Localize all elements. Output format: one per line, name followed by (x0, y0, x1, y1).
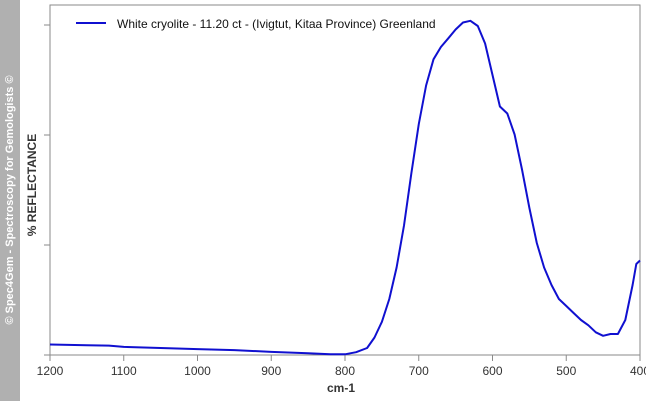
x-axis-ticks: 1200 1100 1000 900 800 700 600 500 400 (37, 355, 646, 378)
x-axis-title: cm-1 (327, 381, 355, 395)
x-tick-label: 900 (261, 364, 281, 378)
y-axis-title: % REFLECTANCE (25, 134, 39, 236)
chart-axes (44, 4, 641, 356)
x-tick-label: 500 (556, 364, 576, 378)
x-tick-label: 1000 (184, 364, 211, 378)
x-tick-label: 700 (409, 364, 429, 378)
series-line-cryolite (49, 19, 641, 356)
legend-label: White cryolite - 11.20 ct - (Ivigtut, Ki… (117, 17, 436, 31)
x-tick-label: 600 (482, 364, 502, 378)
x-tick-label: 1100 (111, 364, 137, 378)
plot-frame (49, 4, 641, 356)
x-tick-label: 1200 (37, 364, 64, 378)
legend: White cryolite - 11.20 ct - (Ivigtut, Ki… (76, 17, 436, 31)
watermark-band (0, 0, 20, 401)
x-tick-label: 400 (630, 364, 646, 378)
x-tick-label: 800 (335, 364, 355, 378)
